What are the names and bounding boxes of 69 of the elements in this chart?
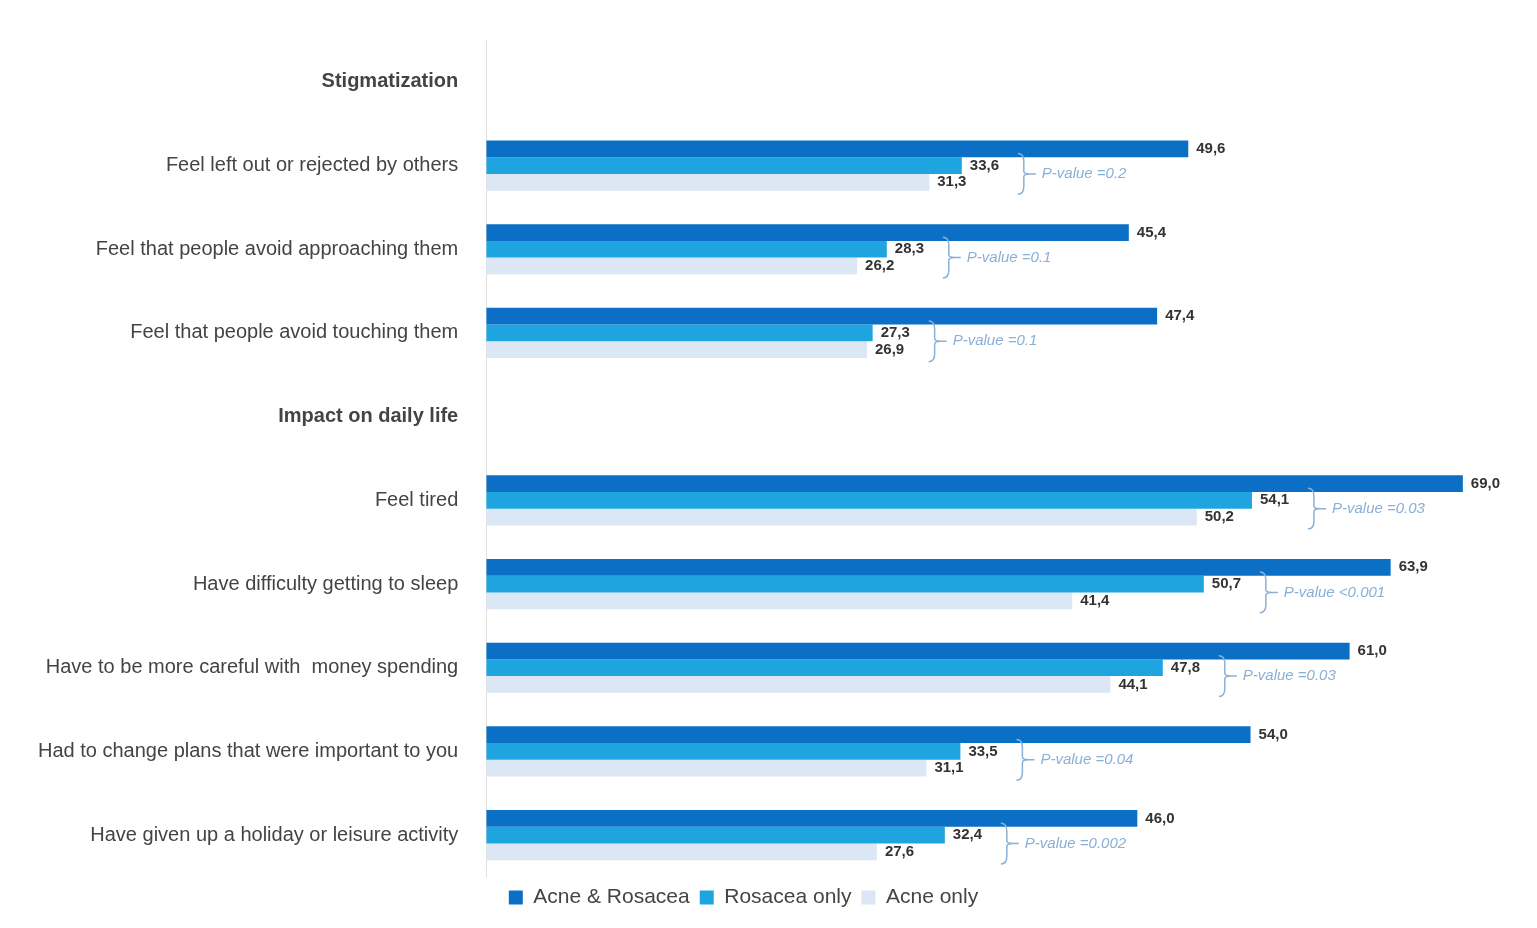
data-label: 26,9 xyxy=(874,339,905,357)
y-tick-label: Feel tired xyxy=(374,487,459,510)
y-tick-label: Impact on daily life xyxy=(278,404,459,427)
bar xyxy=(486,491,1252,509)
data-label: 61,0 xyxy=(1357,641,1387,659)
data-label: 33,5 xyxy=(968,741,998,759)
annotation: P-value <0.001 xyxy=(1283,582,1386,600)
data-label: 41,4 xyxy=(1080,590,1111,608)
y-tick-label: Feel that people avoid approaching them xyxy=(95,236,459,259)
bar xyxy=(486,759,927,777)
y-tick-label: Have given up a holiday or leisure activity xyxy=(90,822,459,845)
annotation: P-value =0.1 xyxy=(952,331,1038,349)
y-tick-label: Stigmatization xyxy=(321,69,459,92)
data-label: 54,0 xyxy=(1258,724,1288,742)
data-label: 28,3 xyxy=(894,239,924,257)
y-tick-label: Have to be more careful with money spending xyxy=(45,655,459,678)
data-label: 31,3 xyxy=(937,172,967,190)
data-label: 63,9 xyxy=(1398,557,1428,575)
annotation: P-value =0.002 xyxy=(1024,833,1127,851)
annotation: P-value =0.1 xyxy=(966,247,1052,265)
bar xyxy=(486,508,1197,526)
bar xyxy=(486,475,1463,492)
data-label: 27,6 xyxy=(884,842,915,860)
bar xyxy=(486,843,877,861)
bar xyxy=(486,826,945,844)
bar xyxy=(486,140,1189,158)
bar xyxy=(486,676,1111,693)
annotation: P-value =0.2 xyxy=(1041,164,1128,182)
bar xyxy=(486,240,887,258)
bar xyxy=(486,810,1138,827)
data-label: 44,1 xyxy=(1118,674,1148,692)
legend-label: Rosacea only xyxy=(724,884,852,908)
data-label: 50,2 xyxy=(1204,507,1234,525)
bar xyxy=(486,642,1350,660)
bar xyxy=(486,224,1129,241)
y-tick-label: Feel that people avoid touching them xyxy=(130,320,459,343)
data-label: 45,4 xyxy=(1136,222,1167,240)
bar xyxy=(486,592,1073,610)
data-label: 32,4 xyxy=(952,825,983,843)
annotation: P-value =0.03 xyxy=(1242,666,1337,684)
legend-label: Acne & Rosacea xyxy=(533,884,691,908)
data-label: 46,0 xyxy=(1145,808,1175,826)
data-label: 33,6 xyxy=(969,155,1000,173)
data-label: 47,4 xyxy=(1165,306,1195,324)
y-tick-label: Feel left out or rejected by others xyxy=(165,153,459,176)
data-label: 27,3 xyxy=(880,323,910,341)
bar xyxy=(486,558,1391,576)
annotation: P-value =0.03 xyxy=(1331,498,1426,516)
data-label: 49,6 xyxy=(1196,138,1226,156)
bar xyxy=(486,257,858,275)
bar xyxy=(486,324,873,342)
data-label: 26,2 xyxy=(865,256,895,274)
bar xyxy=(486,726,1251,744)
bar xyxy=(486,575,1204,593)
bar xyxy=(486,659,1163,677)
legend-label: Acne only xyxy=(885,884,979,908)
y-tick-label: Had to change plans that were important to you xyxy=(37,738,459,761)
annotation: P-value =0.04 xyxy=(1040,749,1134,767)
data-label: 54,1 xyxy=(1259,490,1290,508)
bar xyxy=(486,743,961,760)
bar xyxy=(486,173,930,191)
data-label: 50,7 xyxy=(1211,574,1242,592)
bar xyxy=(486,341,867,359)
y-tick-label: Have difficulty getting to sleep xyxy=(192,571,459,594)
data-label: 47,8 xyxy=(1170,657,1200,675)
data-label: 31,1 xyxy=(934,758,964,776)
bar xyxy=(486,307,1158,325)
bar xyxy=(486,157,962,174)
data-label: 69,0 xyxy=(1470,473,1501,491)
